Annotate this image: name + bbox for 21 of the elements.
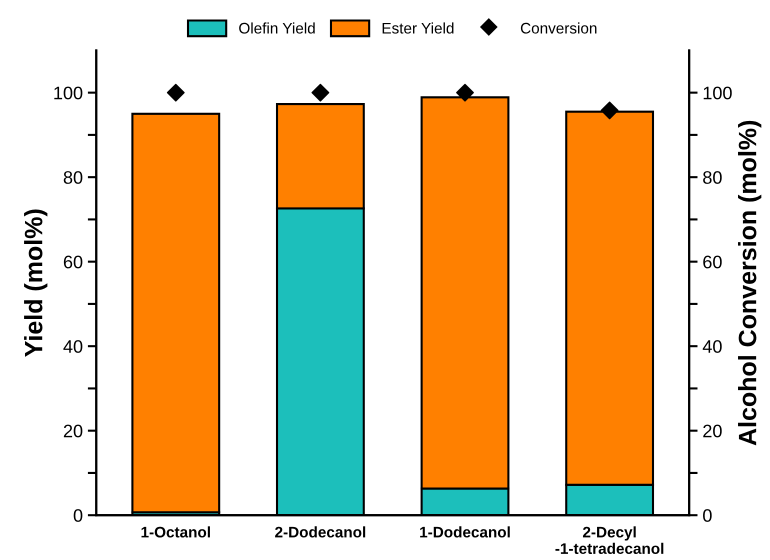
y-axis-title: Yield (mol%) xyxy=(24,210,48,357)
y-tick-label: 40 xyxy=(63,340,82,353)
y2-tick-label: 40 xyxy=(702,340,722,353)
y-tick-label: 20 xyxy=(64,424,82,438)
y2-tick-label: 80 xyxy=(703,171,722,184)
legend-label: Ester Yield xyxy=(382,22,454,34)
x-tick-label: 1-Octanol xyxy=(142,526,210,538)
y-tick-label: 100 xyxy=(54,86,82,100)
y2-tick-label: 20 xyxy=(703,424,722,438)
y-tick-label: 80 xyxy=(64,171,82,184)
y-tick-label: 60 xyxy=(64,256,82,268)
y2-tick-label: 100 xyxy=(704,86,732,100)
y-tick-label: 0 xyxy=(74,509,82,522)
x-tick-label: 2-Dodecanol xyxy=(275,526,366,538)
x-tick-label: 2-Decyl -1-tetradecanol xyxy=(555,526,664,554)
legend-label: Olefin Yield xyxy=(239,22,315,34)
y2-tick-label: 0 xyxy=(703,509,712,522)
legend-label: Conversion xyxy=(520,22,596,34)
y2-axis-title: Alcohol Conversion (mol%) xyxy=(738,120,762,446)
x-tick-label: 1-Dodecanol xyxy=(420,526,510,538)
y2-tick-label: 60 xyxy=(703,256,722,268)
